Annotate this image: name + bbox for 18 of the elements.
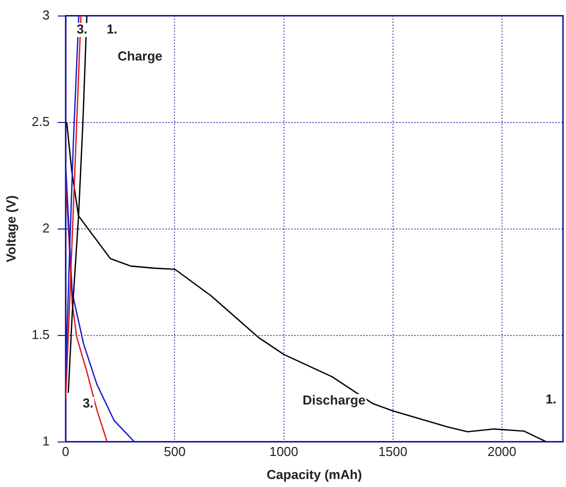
x-tick-label: 1000 [269,444,298,460]
y-tick-label: 2 [42,220,50,236]
annotation: 3. [76,22,88,37]
y-tick-label: 1.5 [32,326,50,342]
x-tick-label: 0 [62,444,70,460]
x-tick-label: 2000 [487,444,516,460]
annotation: Discharge [302,392,366,408]
y-tick-label: 2.5 [32,114,50,129]
annotation: Charge [118,48,162,64]
annotation: 3. [82,396,94,411]
x-tick-label: 1500 [378,444,408,460]
x-axis-title: Capacity (mAh) [266,466,362,482]
x-tick-label: 500 [164,444,186,460]
annotation: 1. [106,22,118,37]
y-axis-title: Voltage (V) [3,195,18,262]
y-tick-label: 1 [42,433,50,448]
annotation: 1. [546,392,556,407]
y-tick-label: 3 [42,7,50,22]
